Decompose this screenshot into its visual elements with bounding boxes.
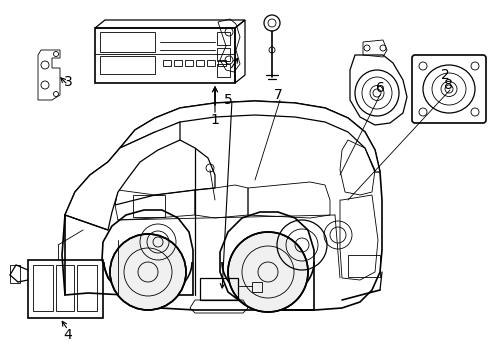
Text: 4: 4	[63, 328, 72, 342]
Bar	[33, 265, 53, 311]
Text: 6: 6	[375, 81, 384, 95]
Bar	[95, 28, 235, 83]
Bar	[218, 60, 225, 66]
Bar	[163, 60, 171, 66]
Text: 7: 7	[273, 88, 282, 102]
Bar	[184, 60, 193, 66]
Bar	[200, 278, 238, 300]
Bar	[28, 260, 103, 318]
Bar	[174, 60, 182, 66]
Bar	[100, 56, 155, 74]
Bar	[217, 64, 229, 77]
Polygon shape	[120, 101, 379, 172]
Polygon shape	[62, 101, 381, 310]
Polygon shape	[65, 122, 180, 230]
Bar	[251, 282, 262, 292]
Text: 5: 5	[223, 93, 232, 107]
Bar	[347, 255, 379, 277]
Circle shape	[227, 232, 307, 312]
Bar	[206, 60, 215, 66]
Text: 8: 8	[443, 78, 451, 92]
Bar	[217, 32, 229, 45]
Bar	[77, 265, 97, 311]
Bar	[100, 32, 155, 52]
Text: 2: 2	[440, 68, 448, 82]
Bar	[133, 195, 164, 217]
Bar	[217, 48, 229, 61]
Bar	[196, 60, 203, 66]
Text: 1: 1	[210, 113, 219, 127]
Text: 3: 3	[63, 75, 72, 89]
Circle shape	[110, 234, 185, 310]
Bar	[56, 265, 74, 311]
Bar	[10, 265, 20, 283]
